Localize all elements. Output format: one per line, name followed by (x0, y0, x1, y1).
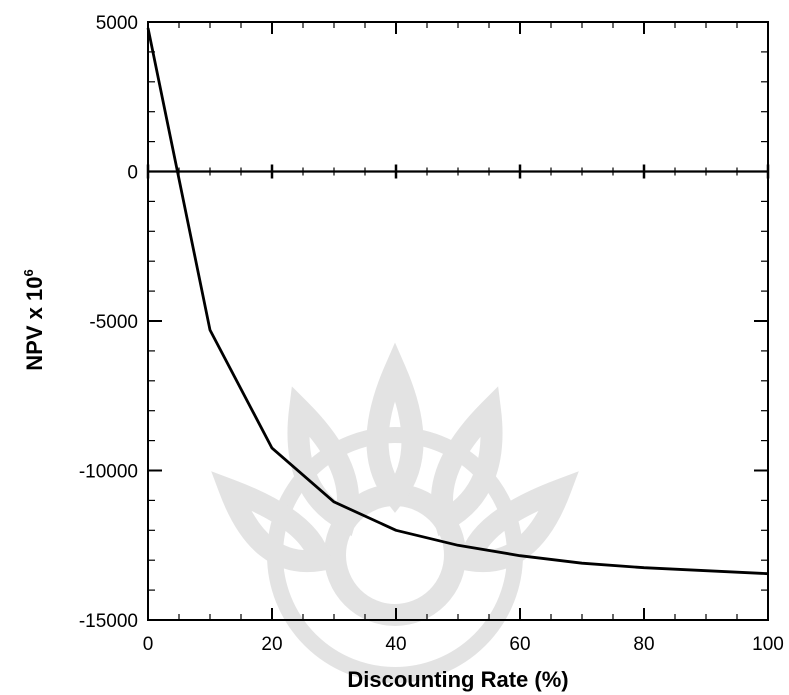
y-tick-labels: 5000 0 -5000 -10000 -15000 (79, 13, 138, 632)
x-tick-label: 20 (261, 634, 282, 655)
series-group (146, 27, 769, 576)
x-tick-labels: 0 20 40 60 80 100 (143, 634, 784, 655)
x-tick-label: 0 (143, 634, 154, 655)
x-tick-label: 100 (752, 634, 784, 655)
y-tick-label: -15000 (79, 611, 138, 632)
y-tick-label: 0 (127, 163, 138, 184)
x-tick-label: 60 (509, 634, 530, 655)
series-line (146, 27, 769, 576)
y-tick-label: 5000 (96, 13, 138, 34)
y-axis-label: NPV x 106 (21, 269, 47, 370)
watermark-ornament (211, 342, 579, 683)
y-tick-label: -5000 (89, 312, 138, 333)
y-tick-label: -10000 (79, 462, 138, 483)
y-axis-label-exponent: 6 (21, 269, 36, 276)
x-axis-label: Discounting Rate (%) (347, 667, 568, 692)
x-tick-label: 40 (385, 634, 406, 655)
y-axis-label-text: NPV x 10 (22, 277, 47, 371)
y-axis-ticks (148, 21, 768, 621)
x-tick-label: 80 (633, 634, 654, 655)
